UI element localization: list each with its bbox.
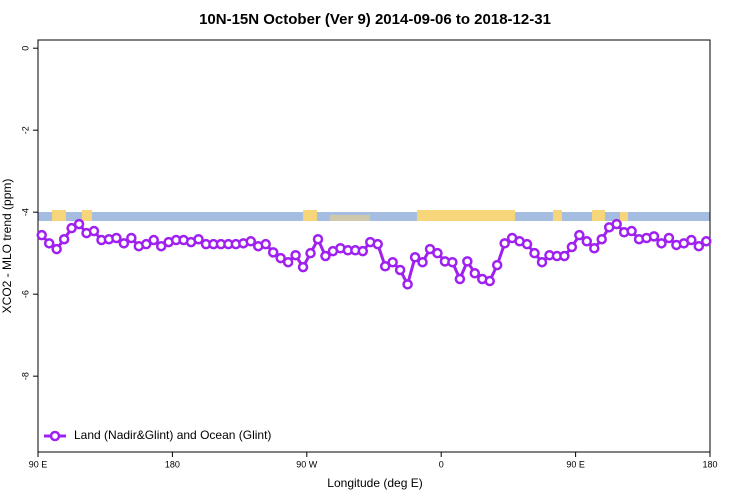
land-segment [303,210,317,221]
point [312,233,324,245]
point [282,256,294,268]
point [566,241,578,253]
point [454,273,466,285]
point [260,238,271,250]
point [36,229,47,241]
point [275,252,286,264]
point [193,233,204,245]
point [693,240,705,252]
point [447,256,458,268]
point [267,247,279,258]
land-segment [592,210,605,221]
land-segment [330,215,370,221]
point [305,247,316,259]
point [66,222,77,234]
point [290,249,301,261]
chart-title: 10N-15N October (Ver 9) 2014-09-06 to 20… [199,11,551,28]
x-tick-label: 90 W [296,459,318,469]
x-tick-label: 90 E [566,459,585,469]
land-segment [52,210,66,221]
point [320,250,331,262]
point [126,232,137,244]
y-tick-label: -6 [20,290,30,298]
point [432,247,443,259]
point [596,233,607,245]
land-segment [620,212,628,221]
point [88,225,100,237]
plot-frame [37,39,711,453]
point [611,218,622,230]
point [417,256,428,268]
point [58,233,70,245]
point [589,243,600,254]
point [559,250,570,262]
x-tick-label: 0 [439,459,444,469]
point [491,259,503,271]
point [499,238,510,249]
point [357,245,369,257]
point [462,256,473,267]
point [424,243,436,255]
point [484,275,495,287]
point [379,261,391,272]
x-tick-label: 180 [165,459,180,469]
point [51,243,62,255]
series-line [40,222,708,289]
y-axis-label: XCO2 - MLO trend (ppm) [0,179,14,314]
point [529,247,540,259]
legend-label: Land (Nadir&Glint) and Ocean (Glint) [74,428,271,442]
point [43,238,55,249]
point [581,236,593,247]
point [686,234,697,246]
point [701,236,712,247]
y-tick-label: 0 [20,46,30,51]
y-tick-label: -2 [20,126,30,134]
point [372,238,383,250]
point [148,234,159,246]
point [155,240,167,252]
point [73,218,85,230]
point [111,232,122,244]
y-tick-label: -8 [20,372,30,380]
y-tick-label: -4 [20,208,30,216]
x-tick-label: 90 E [29,459,48,469]
land-segment [553,210,562,221]
x-axis-label: Longitude (deg E) [327,476,422,490]
point [469,268,481,279]
point [394,264,406,276]
point [118,238,130,249]
point [245,236,257,247]
point [297,261,309,273]
point [521,238,533,250]
legend-marker [49,430,61,442]
point [141,238,152,250]
point [656,238,667,249]
point [387,256,398,268]
point [409,252,421,263]
land-ocean-strip [38,210,710,221]
point [648,231,660,242]
ocean-band [38,212,710,221]
point [536,256,548,268]
x-tick-label: 180 [702,459,717,469]
land-segment [82,210,92,221]
point [663,232,675,244]
land-segment [417,210,515,221]
point [626,225,637,237]
point [402,279,413,290]
point [574,229,585,241]
